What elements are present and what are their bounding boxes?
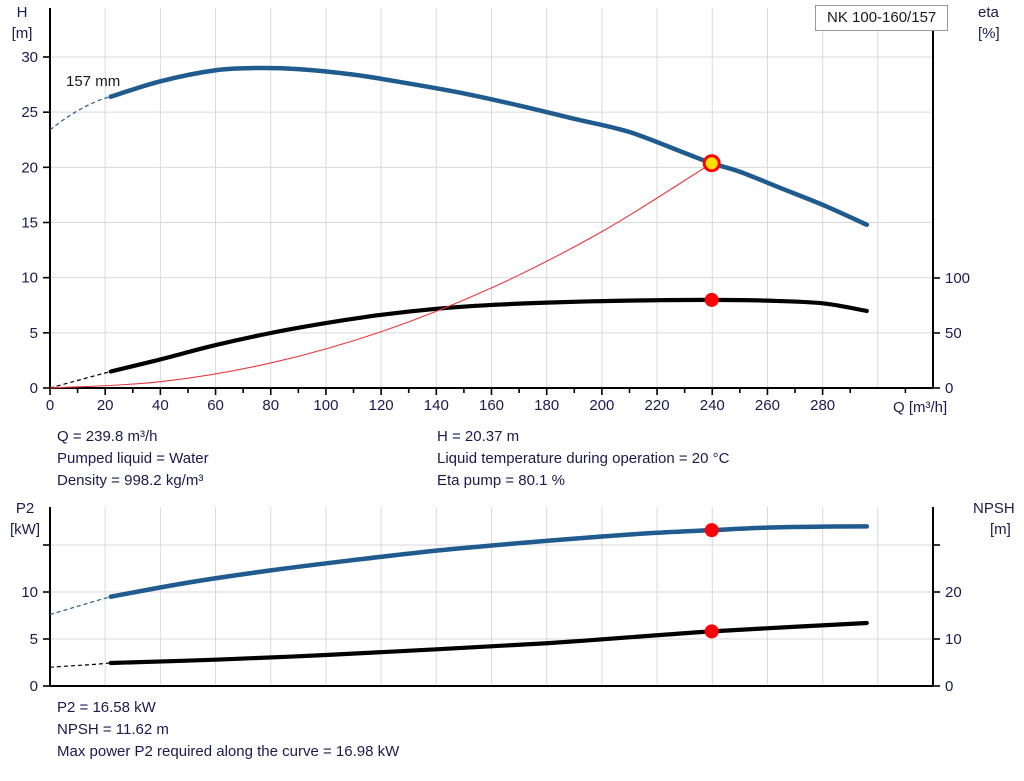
upper-x-tick-label: 220 xyxy=(645,397,670,414)
pump-model-title: NK 100-160/157 xyxy=(827,9,937,26)
upper-chart-tick-labels: 0 5 10 15 20 25 30 0 50 100 0 20 40 60 80 100 120 140 160 1… xyxy=(21,49,970,414)
upper-x-tick-label: 260 xyxy=(755,397,780,414)
lower-y-left-tick-label: 5 xyxy=(30,631,38,648)
npsh-duty-marker xyxy=(704,624,719,639)
upper-y-right-tick-label: 100 xyxy=(945,270,970,287)
upper-x-axis-title: Q [m³/h] xyxy=(893,399,947,416)
duty-flow-value: Q = 239.8 m³/h xyxy=(57,428,158,445)
curve-npsh-extrapolation xyxy=(49,662,111,668)
lower-chart-tick-labels: 0 5 10 0 10 20 xyxy=(21,584,961,695)
curve-p2-power xyxy=(108,524,870,599)
upper-x-tick-label: 160 xyxy=(479,397,504,414)
lower-chart-gridlines xyxy=(50,507,933,686)
lower-y-right-tick-label: 10 xyxy=(945,631,962,648)
lower-y-left-axis-title-symbol: P2 xyxy=(16,500,34,517)
lower-y-left-tick-label: 0 xyxy=(30,678,38,695)
head-duty-marker-fill xyxy=(705,157,718,170)
pump-model-title-box: NK 100-160/157 xyxy=(815,5,949,31)
impeller-diameter-label: 157 mm xyxy=(66,73,121,90)
curve-head-extrapolation xyxy=(49,96,111,131)
upper-y-left-tick-label: 30 xyxy=(21,49,38,66)
upper-x-tick-label: 0 xyxy=(46,397,54,414)
duty-temperature-value: Liquid temperature during operation = 20… xyxy=(437,450,730,467)
lower-chart-axes xyxy=(43,507,940,687)
upper-y-left-axis-title-symbol: H xyxy=(17,4,28,21)
upper-x-tick-label: 200 xyxy=(589,397,614,414)
lower-y-right-tick-label: 0 xyxy=(945,678,953,695)
upper-x-tick-label: 40 xyxy=(152,397,169,414)
lower-y-left-axis-title-unit: [kW] xyxy=(10,521,40,538)
curve-efficiency xyxy=(108,297,869,374)
lower-y-right-axis-title-unit: [m] xyxy=(990,521,1011,538)
upper-y-left-tick-label: 10 xyxy=(21,270,38,287)
upper-chart-curves xyxy=(49,65,870,389)
duty-liquid-value: Pumped liquid = Water xyxy=(57,450,209,467)
upper-y-left-tick-label: 15 xyxy=(21,214,38,231)
power-p2-value: P2 = 16.58 kW xyxy=(57,699,156,716)
duty-head-value: H = 20.37 m xyxy=(437,428,520,445)
upper-y-left-tick-label: 0 xyxy=(30,380,38,397)
efficiency-duty-marker xyxy=(704,292,719,307)
head-efficiency-chart: 0 5 10 15 20 25 30 0 50 100 0 20 40 60 80 100 120 140 160 1… xyxy=(12,4,1000,416)
power-info-block: P2 = 16.58 kW NPSH = 11.62 m Max power P… xyxy=(57,697,399,763)
curve-npsh xyxy=(108,620,869,666)
upper-y-left-tick-label: 5 xyxy=(30,325,38,342)
duty-density-value: Density = 998.2 kg/m³ xyxy=(57,472,204,489)
duty-efficiency-value: Eta pump = 80.1 % xyxy=(437,472,565,489)
upper-y-left-tick-label: 25 xyxy=(21,104,38,121)
upper-x-tick-label: 180 xyxy=(534,397,559,414)
duty-info-left-column: Q = 239.8 m³/h Pumped liquid = Water Den… xyxy=(57,426,209,492)
upper-y-left-tick-label: 20 xyxy=(21,159,38,176)
lower-chart-curves xyxy=(49,523,870,668)
p2-duty-marker xyxy=(704,523,719,538)
upper-y-right-tick-label: 50 xyxy=(945,325,962,342)
upper-chart-axes xyxy=(43,8,940,395)
upper-x-tick-label: 120 xyxy=(369,397,394,414)
curve-head-157-mm-impeller- xyxy=(108,65,870,227)
upper-x-tick-label: 240 xyxy=(700,397,725,414)
power-npsh-chart: 0 5 10 0 10 20 P2 [kW] NPSH [m] xyxy=(10,500,1015,695)
upper-x-tick-label: 280 xyxy=(810,397,835,414)
upper-y-right-axis-title-symbol: eta xyxy=(978,4,1000,21)
upper-x-tick-label: 60 xyxy=(207,397,224,414)
upper-chart-gridlines xyxy=(50,8,933,388)
duty-info-right-column: H = 20.37 m Liquid temperature during op… xyxy=(437,426,729,492)
power-max-value: Max power P2 required along the curve = … xyxy=(57,743,400,760)
upper-x-tick-label: 80 xyxy=(262,397,279,414)
curve-system-curve xyxy=(49,162,712,389)
lower-y-right-axis-title-symbol: NPSH xyxy=(973,500,1015,517)
lower-y-left-tick-label: 10 xyxy=(21,584,38,601)
curve-efficiency-extrapolation xyxy=(49,370,111,389)
upper-x-tick-label: 100 xyxy=(313,397,338,414)
upper-x-tick-label: 20 xyxy=(97,397,114,414)
power-npsh-value: NPSH = 11.62 m xyxy=(57,721,169,738)
lower-y-right-tick-label: 20 xyxy=(945,584,962,601)
upper-x-tick-label: 140 xyxy=(424,397,449,414)
upper-y-right-axis-title-unit: [%] xyxy=(978,25,1000,42)
upper-y-right-tick-label: 0 xyxy=(945,380,953,397)
curve-p2-extrapolation xyxy=(49,596,111,616)
upper-y-left-axis-title-unit: [m] xyxy=(12,25,33,42)
